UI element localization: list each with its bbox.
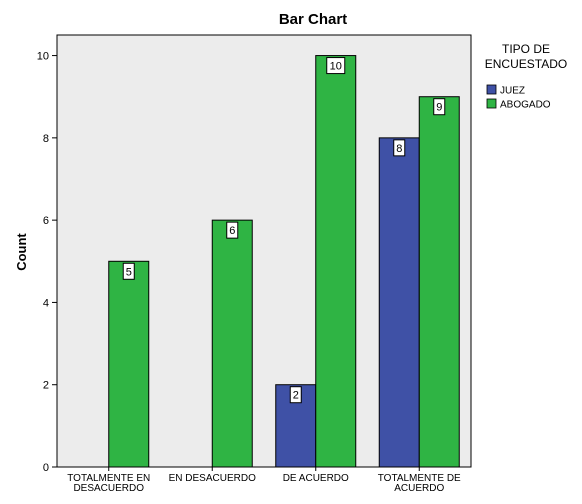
- legend-label-abogado: ABOGADO: [500, 100, 551, 111]
- data-label: 8: [396, 143, 402, 155]
- bar-abogado-2: [315, 55, 357, 468]
- x-tick-label: TOTALMENTE DE: [378, 473, 461, 484]
- y-axis: 0 2 4 6 8 10: [37, 51, 57, 474]
- legend-title: TIPO DE: [502, 42, 550, 56]
- legend-swatch-juez: [486, 84, 497, 95]
- y-tick-label: 4: [43, 297, 49, 309]
- y-tick-label: 10: [37, 51, 49, 63]
- x-tick-label: TOTALMENTE EN: [67, 473, 150, 484]
- legend-title: ENCUESTADO: [485, 57, 567, 71]
- data-label: 5: [126, 266, 132, 278]
- data-label-box: [122, 262, 135, 280]
- y-tick-label: 2: [43, 380, 49, 392]
- data-label-box: [226, 221, 239, 239]
- legend-swatch-abogado: [486, 98, 497, 109]
- data-label: 10: [330, 61, 342, 73]
- x-tick-label: EN DESACUERDO: [169, 473, 256, 484]
- y-tick-label: 0: [43, 462, 49, 474]
- data-label-box: [326, 57, 346, 75]
- bar-abogado-3: [418, 96, 460, 468]
- bar-abogado-1: [211, 219, 253, 468]
- x-tick-label: DESACUERDO: [73, 483, 144, 494]
- y-axis-label: Count: [14, 233, 29, 271]
- x-tick-label: DE ACUERDO: [283, 473, 349, 484]
- x-tick-label: ACUERDO: [394, 483, 444, 494]
- bar-abogado-0: [108, 260, 150, 468]
- data-label-box: [393, 139, 406, 157]
- data-label-box: [433, 98, 446, 116]
- data-labels: 5 6 2 10 8 9: [122, 57, 446, 404]
- chart-title: Bar Chart: [279, 11, 347, 28]
- data-label-box: [289, 386, 302, 404]
- data-label: 6: [229, 225, 235, 237]
- data-label: 9: [436, 102, 442, 114]
- data-label: 2: [293, 390, 299, 402]
- bar-juez-3: [378, 137, 420, 468]
- y-tick-label: 8: [43, 133, 49, 145]
- y-tick-label: 6: [43, 215, 49, 227]
- legend-label-juez: JUEZ: [500, 86, 525, 97]
- bars: [108, 55, 460, 468]
